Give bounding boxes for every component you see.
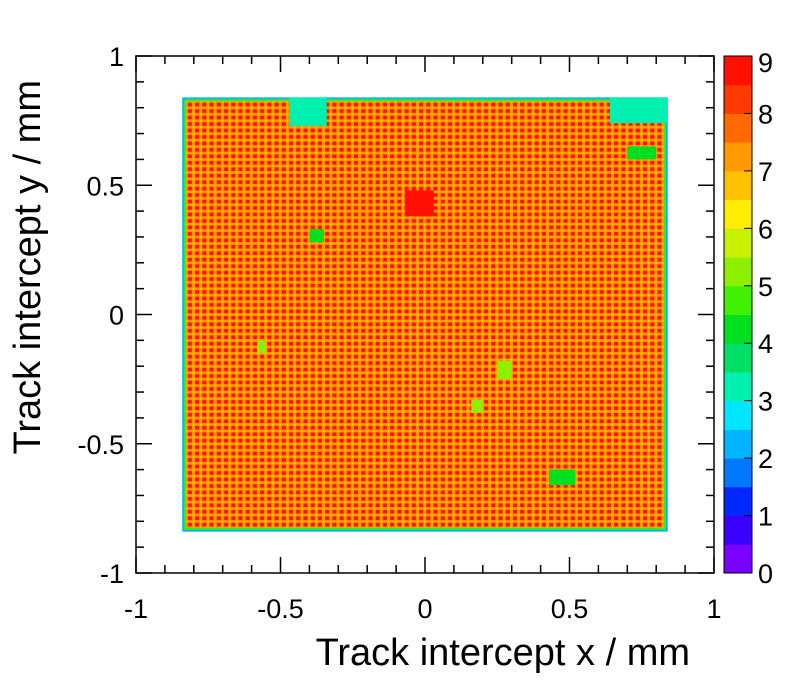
x-tick-label: -1 <box>124 594 148 624</box>
x-tick-label: 0 <box>417 594 432 624</box>
x-tick-label: 0.5 <box>551 594 589 624</box>
colorbar-tick-label: 1 <box>758 502 773 532</box>
colorbar-frame <box>723 55 753 574</box>
y-tick-label: -1 <box>100 559 124 589</box>
colorbar-segment <box>724 314 752 344</box>
x-tick-label: 1 <box>706 594 721 624</box>
colorbar-segment <box>724 343 752 373</box>
heatmap-features <box>257 97 668 486</box>
x-axis-title: Track intercept x / mm <box>316 632 690 674</box>
sensor-active-area <box>186 101 664 528</box>
colorbar-segment <box>724 400 752 430</box>
colorbar-segment <box>724 228 752 258</box>
colorbar-segment <box>724 257 752 287</box>
feature-low-patch-6 <box>627 146 657 160</box>
colorbar-segment <box>724 515 752 545</box>
colorbar-tick-label: 0 <box>758 559 773 589</box>
y-axis-title: Track intercept y / mm <box>7 80 49 454</box>
colorbar-tick-label: 2 <box>758 444 773 474</box>
y-tick-label: 1 <box>109 42 124 72</box>
y-tick-label: 0 <box>109 301 124 331</box>
colorbar-tick-label: 6 <box>758 214 773 244</box>
y-tick-label: -0.5 <box>77 430 124 460</box>
colorbar-segment <box>724 84 752 114</box>
colorbar-tick-label: 9 <box>758 48 773 78</box>
colorbar-tick-label: 5 <box>758 272 773 302</box>
feature-low-patch-1 <box>309 229 324 243</box>
colorbar-tick-label: 7 <box>758 157 773 187</box>
feature-top-left-notch <box>289 97 327 126</box>
colorbar-segment <box>724 285 752 315</box>
colorbar-segment <box>724 544 752 574</box>
feature-top-right-corner-low <box>609 97 668 124</box>
feature-hot-region <box>404 190 434 217</box>
colorbar-segment <box>724 142 752 172</box>
heatmap-cells <box>182 97 668 532</box>
colorbar: 0 1 2 3 4 5 6 7 8 9 <box>723 48 773 589</box>
y-tick-label: 0.5 <box>86 171 124 201</box>
feature-low-patch-4 <box>471 399 483 413</box>
colorbar-segment <box>724 458 752 488</box>
feature-low-patch-5 <box>257 340 267 354</box>
colorbar-segment <box>724 429 752 459</box>
x-tick-label: -0.5 <box>257 594 304 624</box>
axis-ticks <box>135 55 715 574</box>
colorbar-tick-label: 8 <box>758 99 773 129</box>
axis-tick-labels: -1 -0.5 0 0.5 1 -1 -0.5 0 0.5 1 <box>77 42 721 624</box>
colorbar-segment <box>724 371 752 402</box>
colorbar-tick-label: 4 <box>758 329 773 359</box>
colorbar-segment <box>724 199 752 229</box>
colorbar-segment <box>724 56 752 86</box>
colorbar-segment <box>724 170 752 201</box>
colorbar-segment <box>724 486 752 517</box>
colorbar-segment <box>724 113 752 143</box>
colorbar-tick-label: 3 <box>758 387 773 417</box>
feature-low-patch-3 <box>497 361 512 380</box>
feature-low-patch-2 <box>549 469 576 486</box>
